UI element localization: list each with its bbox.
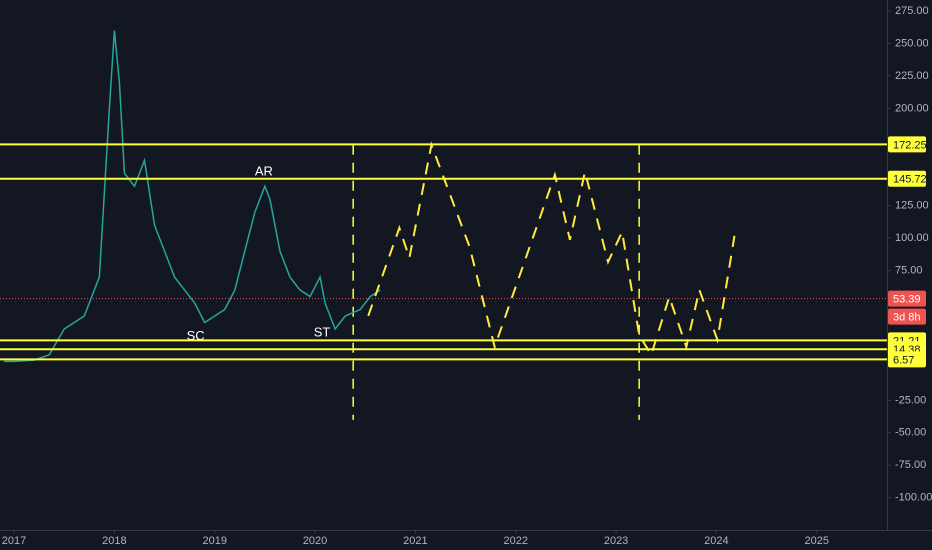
x-tick-label: 2025: [805, 535, 829, 547]
annotation: SC: [187, 328, 205, 343]
y-tick-label: 100.00: [895, 232, 929, 244]
x-tick-label: 2024: [704, 535, 728, 547]
level-badge: [888, 351, 926, 368]
series-line: [4, 30, 381, 363]
series-line: [367, 141, 736, 358]
y-tick-label: 75.00: [895, 264, 923, 276]
y-tick-label: 275.00: [895, 5, 929, 17]
y-tick-label: 250.00: [895, 37, 929, 49]
x-tick-label: 2020: [303, 535, 327, 547]
x-tick-label: 2017: [2, 535, 26, 547]
level-label: 6.57: [893, 354, 914, 366]
x-tick-label: 2019: [202, 535, 226, 547]
countdown-label: 3d 8h: [893, 312, 921, 324]
current-price-label: 53.39: [893, 294, 921, 306]
level-badge: [888, 170, 926, 187]
countdown-badge: [888, 308, 926, 325]
level-label: 172.25: [893, 139, 927, 151]
y-tick-label: -100.00: [895, 492, 932, 504]
y-tick-label: -25.00: [895, 394, 926, 406]
annotation: ST: [314, 324, 331, 339]
x-tick-label: 2022: [504, 535, 528, 547]
y-tick-label: -75.00: [895, 459, 926, 471]
level-label: 145.72: [893, 174, 927, 186]
level-badge: [888, 136, 926, 153]
y-tick-label: 225.00: [895, 70, 929, 82]
y-tick-label: 200.00: [895, 102, 929, 114]
annotation: AR: [255, 163, 273, 178]
x-tick-label: 2018: [102, 535, 126, 547]
x-tick-label: 2021: [403, 535, 427, 547]
x-tick-label: 2023: [604, 535, 628, 547]
y-tick-label: -50.00: [895, 427, 926, 439]
current-price-badge: [888, 290, 926, 307]
y-tick-label: 125.00: [895, 200, 929, 212]
